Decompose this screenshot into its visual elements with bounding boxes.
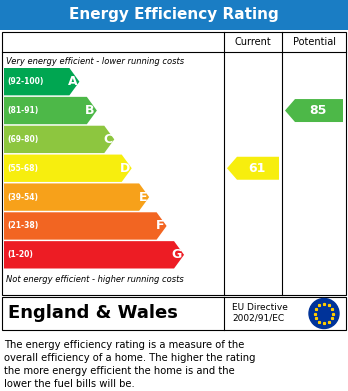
Text: F: F [156,219,165,233]
Text: G: G [172,248,182,261]
Text: Potential: Potential [293,37,335,47]
Text: (69-80): (69-80) [7,135,38,144]
Polygon shape [4,183,149,211]
Text: C: C [103,133,112,146]
Text: 2002/91/EC: 2002/91/EC [232,314,284,323]
Bar [2,32,346,295]
Polygon shape [4,241,184,269]
Polygon shape [4,126,114,153]
Text: (81-91): (81-91) [7,106,38,115]
Text: Not energy efficient - higher running costs: Not energy efficient - higher running co… [6,274,184,283]
Text: Very energy efficient - lower running costs: Very energy efficient - lower running co… [6,57,184,66]
Text: A: A [68,75,77,88]
Text: overall efficiency of a home. The higher the rating: overall efficiency of a home. The higher… [4,353,255,363]
Text: Energy Efficiency Rating: Energy Efficiency Rating [69,7,279,23]
Text: 85: 85 [309,104,327,117]
Polygon shape [4,212,167,240]
Text: E: E [139,190,147,204]
Text: (21-38): (21-38) [7,221,38,230]
Text: the more energy efficient the home is and the: the more energy efficient the home is an… [4,366,235,376]
Text: England & Wales: England & Wales [8,305,178,323]
Polygon shape [4,97,97,124]
Text: (92-100): (92-100) [7,77,44,86]
Text: (1-20): (1-20) [7,250,33,259]
Bar [0,0,348,30]
Text: lower the fuel bills will be.: lower the fuel bills will be. [4,379,135,389]
Text: B: B [85,104,95,117]
Polygon shape [4,154,132,182]
Polygon shape [227,157,279,180]
Circle shape [309,298,339,328]
Text: Current: Current [235,37,271,47]
Bar [2,297,346,330]
Text: (39-54): (39-54) [7,193,38,202]
Polygon shape [285,99,343,122]
Polygon shape [4,68,79,95]
Text: D: D [119,162,130,175]
Text: The energy efficiency rating is a measure of the: The energy efficiency rating is a measur… [4,340,244,350]
Text: 61: 61 [248,162,266,175]
Text: (55-68): (55-68) [7,164,38,173]
Text: EU Directive: EU Directive [232,303,288,312]
